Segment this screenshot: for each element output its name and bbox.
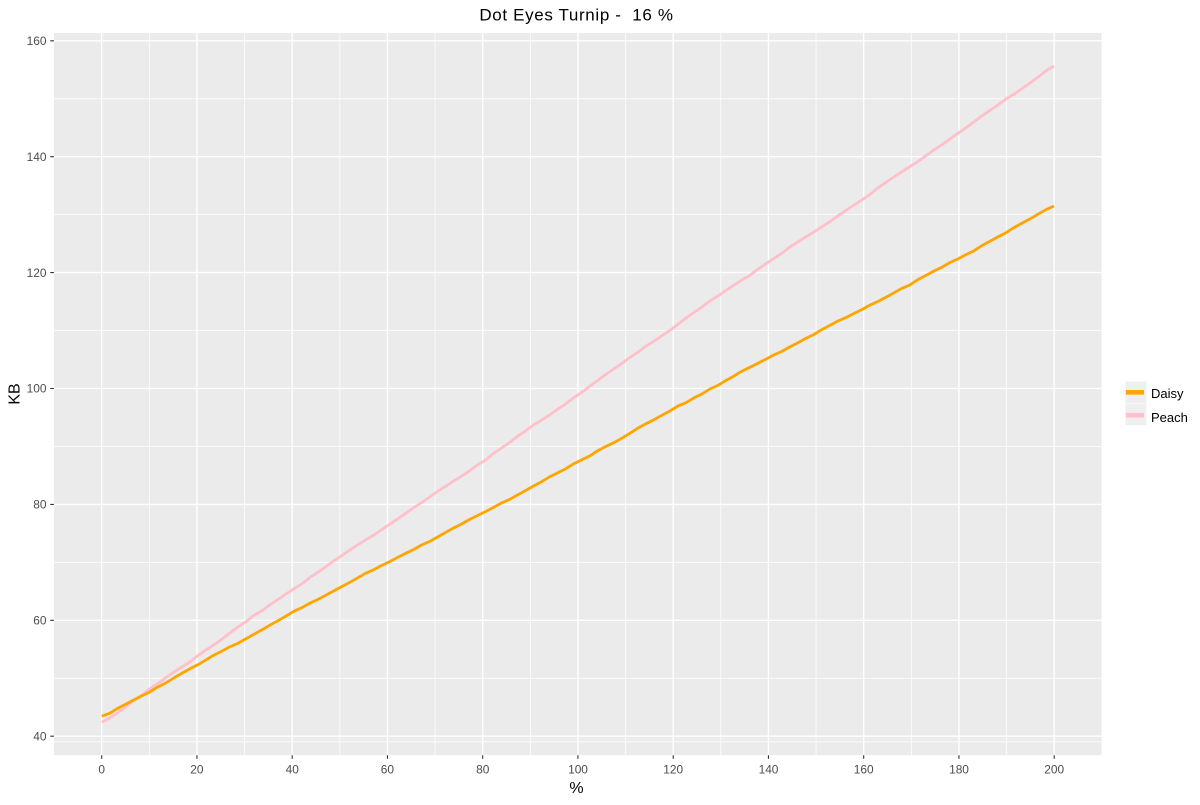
svg-text:20: 20 bbox=[190, 763, 204, 777]
svg-text:60: 60 bbox=[381, 763, 395, 777]
svg-text:160: 160 bbox=[854, 763, 874, 777]
svg-text:40: 40 bbox=[33, 729, 47, 743]
svg-text:Peach: Peach bbox=[1151, 410, 1188, 425]
svg-text:Daisy: Daisy bbox=[1151, 386, 1184, 401]
svg-text:80: 80 bbox=[33, 498, 47, 512]
svg-text:60: 60 bbox=[33, 614, 47, 628]
svg-text:140: 140 bbox=[759, 763, 779, 777]
svg-text:100: 100 bbox=[568, 763, 588, 777]
svg-text:160: 160 bbox=[27, 34, 47, 48]
svg-text:200: 200 bbox=[1044, 763, 1064, 777]
svg-text:180: 180 bbox=[949, 763, 969, 777]
svg-text:120: 120 bbox=[663, 763, 683, 777]
svg-text:%: % bbox=[569, 780, 583, 797]
svg-text:80: 80 bbox=[476, 763, 490, 777]
svg-text:40: 40 bbox=[286, 763, 300, 777]
svg-text:KB: KB bbox=[7, 383, 24, 404]
svg-text:120: 120 bbox=[27, 266, 47, 280]
svg-text:Dot Eyes Turnip - 16 %: Dot Eyes Turnip - 16 % bbox=[479, 5, 673, 24]
svg-text:140: 140 bbox=[27, 150, 47, 164]
svg-text:0: 0 bbox=[98, 763, 105, 777]
svg-text:100: 100 bbox=[27, 382, 47, 396]
